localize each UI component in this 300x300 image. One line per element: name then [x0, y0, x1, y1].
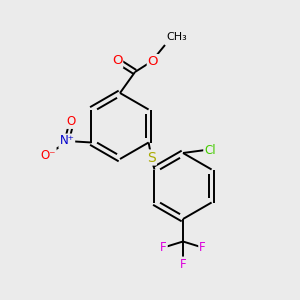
- Text: F: F: [160, 241, 167, 254]
- Text: CH₃: CH₃: [167, 32, 187, 42]
- Text: O: O: [148, 55, 158, 68]
- Text: Cl: Cl: [204, 143, 216, 157]
- Text: O: O: [67, 115, 76, 128]
- Text: F: F: [199, 241, 206, 254]
- Text: O⁻: O⁻: [40, 148, 56, 162]
- Text: F: F: [180, 257, 186, 271]
- Text: S: S: [147, 151, 156, 164]
- Text: O: O: [112, 54, 122, 68]
- Text: N⁺: N⁺: [59, 134, 74, 148]
